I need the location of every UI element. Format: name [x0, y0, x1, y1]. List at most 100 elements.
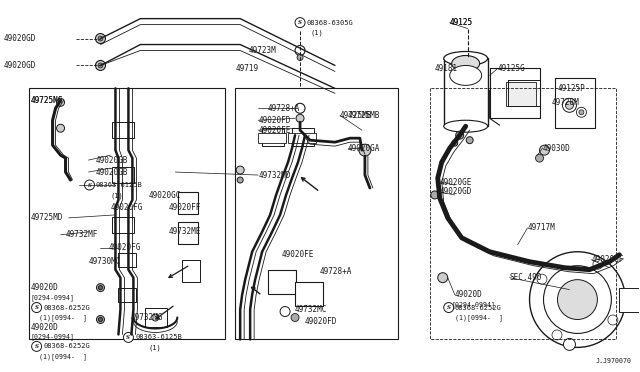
- Text: 49719: 49719: [235, 64, 259, 73]
- Bar: [288, 133, 316, 143]
- Text: [0294-0994]: [0294-0994]: [452, 301, 496, 308]
- Circle shape: [97, 283, 104, 292]
- Text: SEC.490: SEC.490: [509, 273, 542, 282]
- Text: 49732ME: 49732ME: [168, 227, 201, 236]
- Circle shape: [97, 315, 104, 324]
- Text: 49723M: 49723M: [248, 46, 276, 55]
- Circle shape: [563, 98, 577, 112]
- Circle shape: [297, 54, 303, 61]
- Text: (1): (1): [310, 29, 323, 36]
- Bar: [145, 308, 167, 327]
- Circle shape: [359, 144, 371, 156]
- Text: 08363-6125B: 08363-6125B: [95, 182, 142, 188]
- Text: J.J970070: J.J970070: [595, 358, 631, 364]
- Circle shape: [99, 286, 102, 290]
- Circle shape: [152, 314, 159, 321]
- Text: 49020FD: 49020FD: [258, 116, 291, 125]
- Text: 49725NC: 49725NC: [31, 96, 63, 105]
- Text: 49725MD: 49725MD: [31, 214, 63, 222]
- Text: 49732MD: 49732MD: [258, 170, 291, 180]
- Ellipse shape: [444, 51, 488, 65]
- Circle shape: [56, 98, 65, 106]
- Text: 49732MC: 49732MC: [295, 305, 328, 314]
- Text: 49732MF: 49732MF: [65, 230, 98, 239]
- Ellipse shape: [444, 120, 488, 132]
- Text: 49020D: 49020D: [31, 283, 58, 292]
- Bar: [444, 58, 488, 126]
- Circle shape: [577, 107, 586, 117]
- Text: 08363-6125B: 08363-6125B: [136, 334, 182, 340]
- Text: 49020GF: 49020GF: [591, 255, 624, 264]
- Text: [0294-0994]: [0294-0994]: [31, 294, 75, 301]
- Circle shape: [466, 137, 473, 144]
- Bar: [179, 222, 198, 244]
- Circle shape: [31, 341, 42, 352]
- Bar: [113, 122, 134, 138]
- Text: 49717M: 49717M: [527, 223, 556, 232]
- Bar: [295, 282, 323, 305]
- Circle shape: [98, 36, 103, 41]
- Text: S: S: [127, 335, 131, 340]
- Bar: [556, 78, 595, 128]
- Text: 49725NC: 49725NC: [31, 96, 63, 105]
- Text: S: S: [447, 305, 451, 310]
- Circle shape: [99, 318, 102, 321]
- Circle shape: [579, 110, 584, 115]
- Bar: [620, 288, 639, 311]
- Text: 49020GB: 49020GB: [95, 155, 128, 164]
- Text: (1)[0994-  ]: (1)[0994- ]: [454, 314, 502, 321]
- Bar: [113, 217, 134, 233]
- Bar: [29, 89, 225, 339]
- Text: 49725MB: 49725MB: [340, 111, 372, 120]
- Text: 49020FF: 49020FF: [168, 203, 201, 212]
- Text: 49020GD: 49020GD: [440, 187, 472, 196]
- Circle shape: [444, 302, 454, 312]
- Bar: [268, 270, 296, 294]
- Text: 49125G: 49125G: [498, 64, 525, 73]
- Text: 49020FG: 49020FG: [108, 243, 141, 252]
- Circle shape: [529, 252, 625, 347]
- Bar: [179, 192, 198, 214]
- Bar: [506, 82, 536, 106]
- Text: S: S: [298, 20, 302, 25]
- Text: 49020GC: 49020GC: [148, 192, 180, 201]
- Text: 49730MC: 49730MC: [88, 257, 121, 266]
- Circle shape: [236, 166, 244, 174]
- Circle shape: [431, 191, 439, 199]
- Bar: [113, 167, 134, 183]
- Text: 08368-6305G: 08368-6305G: [306, 20, 353, 26]
- Circle shape: [540, 145, 550, 155]
- Text: 49728M: 49728M: [552, 98, 579, 107]
- Text: 49020GE: 49020GE: [440, 177, 472, 186]
- Text: S: S: [35, 305, 38, 310]
- Text: 49020D: 49020D: [31, 323, 58, 332]
- Circle shape: [280, 307, 290, 317]
- Text: (1): (1): [111, 193, 124, 199]
- Circle shape: [438, 273, 448, 283]
- Text: S: S: [35, 344, 38, 349]
- Circle shape: [536, 154, 543, 162]
- Text: [0294-0994]: [0294-0994]: [31, 333, 75, 340]
- Text: 49181: 49181: [435, 64, 458, 73]
- Text: 49020FE: 49020FE: [282, 250, 314, 259]
- Circle shape: [543, 266, 611, 333]
- Circle shape: [124, 333, 133, 342]
- Circle shape: [537, 274, 547, 284]
- Text: 49030D: 49030D: [543, 144, 570, 153]
- Circle shape: [56, 124, 65, 132]
- Text: 49728+A: 49728+A: [320, 267, 353, 276]
- Circle shape: [452, 140, 458, 146]
- Circle shape: [95, 33, 106, 44]
- Circle shape: [593, 259, 603, 269]
- Circle shape: [291, 314, 299, 321]
- Circle shape: [456, 131, 464, 139]
- Bar: [235, 89, 398, 339]
- Text: (1): (1): [148, 344, 161, 351]
- Bar: [262, 128, 284, 146]
- Text: 49020FE: 49020FE: [258, 126, 291, 135]
- Circle shape: [557, 280, 597, 320]
- Text: 49732MG: 49732MG: [131, 313, 163, 322]
- Bar: [118, 288, 136, 302]
- Circle shape: [98, 63, 103, 68]
- Circle shape: [563, 339, 575, 350]
